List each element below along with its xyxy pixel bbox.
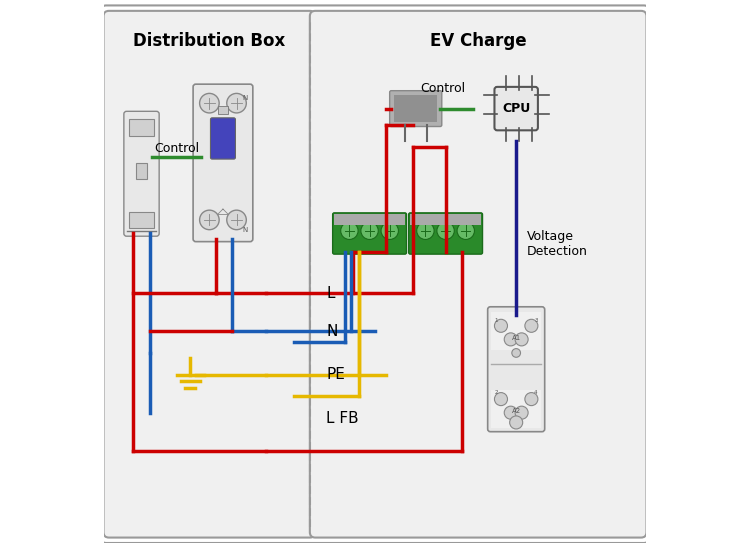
Circle shape bbox=[494, 319, 508, 332]
FancyBboxPatch shape bbox=[394, 95, 437, 122]
Circle shape bbox=[226, 93, 246, 113]
FancyBboxPatch shape bbox=[409, 213, 482, 254]
Circle shape bbox=[361, 222, 378, 239]
Text: L: L bbox=[326, 286, 334, 301]
FancyBboxPatch shape bbox=[136, 163, 147, 179]
Text: N: N bbox=[326, 324, 338, 339]
FancyBboxPatch shape bbox=[100, 5, 650, 543]
Text: 3: 3 bbox=[534, 318, 538, 323]
Text: 4: 4 bbox=[534, 390, 538, 395]
FancyBboxPatch shape bbox=[193, 84, 253, 242]
FancyBboxPatch shape bbox=[491, 312, 541, 350]
Circle shape bbox=[515, 406, 528, 419]
Circle shape bbox=[525, 393, 538, 406]
Circle shape bbox=[417, 222, 434, 239]
Text: 1: 1 bbox=[495, 318, 498, 323]
Text: A2: A2 bbox=[512, 408, 520, 414]
Text: N: N bbox=[242, 228, 248, 233]
FancyBboxPatch shape bbox=[410, 214, 481, 225]
Text: PE: PE bbox=[326, 367, 345, 382]
Circle shape bbox=[226, 210, 246, 230]
FancyBboxPatch shape bbox=[211, 118, 236, 159]
Circle shape bbox=[504, 406, 518, 419]
Text: Distribution Box: Distribution Box bbox=[134, 31, 286, 50]
FancyBboxPatch shape bbox=[488, 307, 544, 432]
FancyBboxPatch shape bbox=[310, 11, 646, 538]
Circle shape bbox=[381, 222, 398, 239]
Circle shape bbox=[515, 333, 528, 346]
FancyBboxPatch shape bbox=[390, 91, 442, 127]
Text: L FB: L FB bbox=[326, 411, 358, 426]
Circle shape bbox=[340, 222, 358, 239]
Circle shape bbox=[504, 333, 518, 346]
Text: Voltage
Detection: Voltage Detection bbox=[527, 230, 588, 258]
Circle shape bbox=[494, 393, 508, 406]
FancyBboxPatch shape bbox=[129, 212, 154, 228]
FancyBboxPatch shape bbox=[104, 11, 315, 538]
FancyBboxPatch shape bbox=[124, 111, 159, 236]
Text: 2: 2 bbox=[495, 390, 498, 395]
Circle shape bbox=[200, 93, 219, 113]
Circle shape bbox=[512, 349, 520, 357]
FancyBboxPatch shape bbox=[129, 119, 154, 136]
Text: N: N bbox=[242, 95, 248, 101]
Text: CPU: CPU bbox=[502, 102, 530, 115]
FancyBboxPatch shape bbox=[491, 390, 541, 428]
Circle shape bbox=[510, 416, 523, 429]
Circle shape bbox=[525, 319, 538, 332]
Text: EV Charge: EV Charge bbox=[430, 31, 526, 50]
Text: Control: Control bbox=[420, 82, 466, 95]
Text: A1: A1 bbox=[512, 335, 520, 342]
FancyBboxPatch shape bbox=[494, 87, 538, 130]
Text: Control: Control bbox=[154, 142, 200, 155]
FancyBboxPatch shape bbox=[333, 213, 406, 254]
Circle shape bbox=[437, 222, 454, 239]
FancyBboxPatch shape bbox=[334, 214, 405, 225]
Circle shape bbox=[457, 222, 475, 239]
Circle shape bbox=[200, 210, 219, 230]
FancyBboxPatch shape bbox=[217, 106, 229, 114]
